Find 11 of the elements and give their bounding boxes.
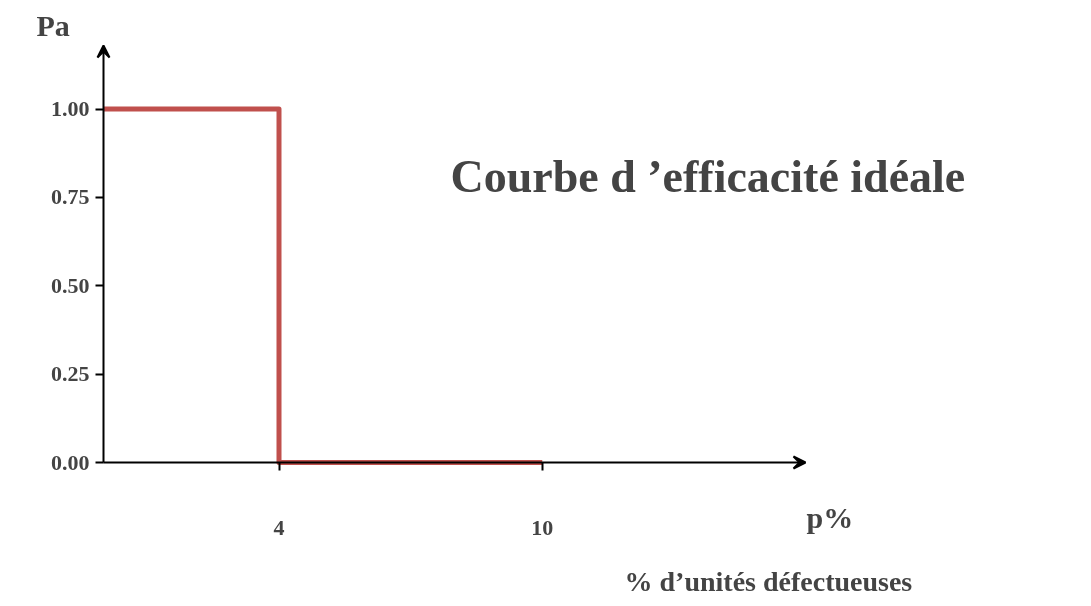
x-tick-label: 4 — [273, 514, 285, 540]
y-tick-label: 0.50 — [51, 272, 90, 298]
y-tick-label: 1.00 — [51, 96, 90, 122]
y-tick-label: 0.25 — [51, 361, 90, 387]
x-axis-title: p% — [806, 500, 854, 534]
y-axis-title: Pa — [36, 8, 70, 42]
text: % d’unités défectueuses — [624, 565, 913, 597]
y-tick-label: 0.75 — [51, 184, 90, 210]
text: Courbe d ’efficacité idéale — [450, 150, 966, 202]
y-tick-label: 0.00 — [51, 449, 90, 475]
x-tick-label: 10 — [531, 514, 554, 540]
